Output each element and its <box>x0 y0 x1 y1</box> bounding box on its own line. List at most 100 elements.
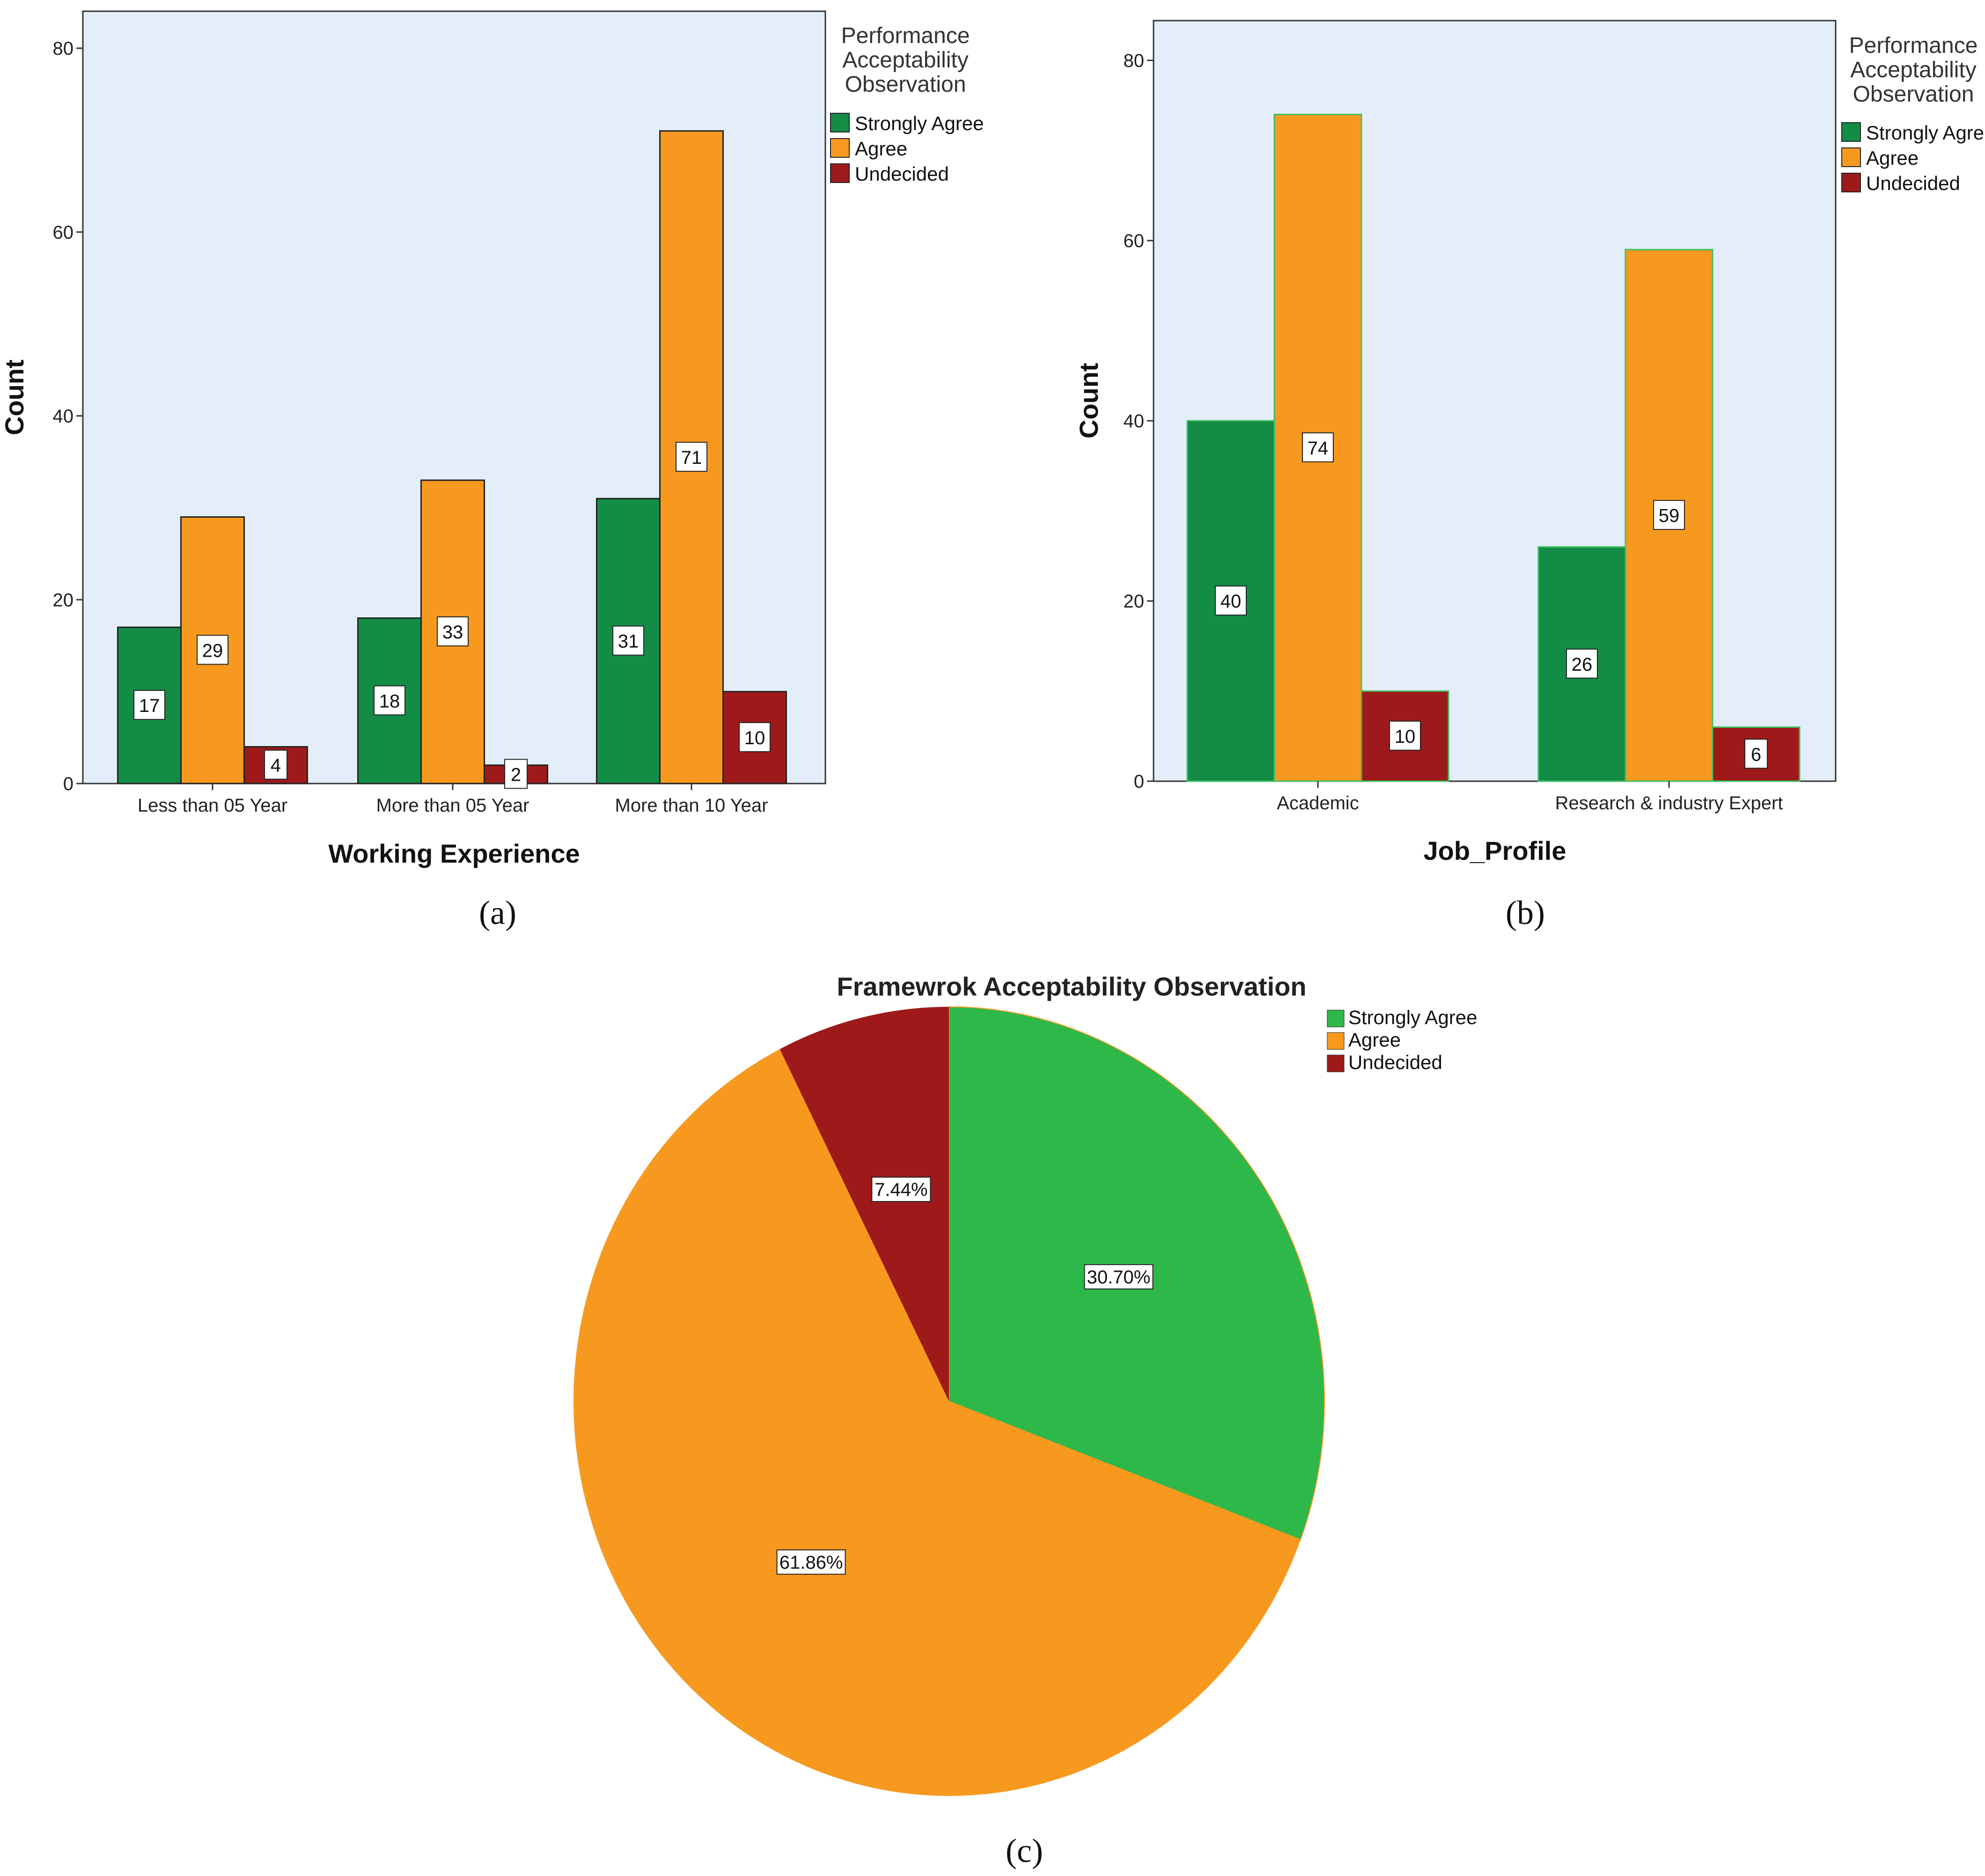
data-label-box <box>133 690 165 720</box>
pie-slices <box>573 1006 1325 1796</box>
y-tick-label: 0 <box>1134 771 1144 792</box>
panel-label: (c) <box>1006 1832 1043 1869</box>
data-label-text: 6 <box>1751 744 1761 765</box>
data-label: 4 <box>264 749 287 780</box>
y-tick-label: 80 <box>53 38 74 59</box>
legend-title-line: Acceptability <box>1850 58 1976 82</box>
legend: Performance Acceptability Observation St… <box>830 23 984 185</box>
data-label: 10 <box>1389 720 1421 751</box>
y-tick-label: 40 <box>1124 411 1145 432</box>
data-label: 26 <box>1566 648 1598 679</box>
pie-slice-agree <box>573 1049 1301 1796</box>
data-label: 71 <box>676 441 707 472</box>
data-label: 17 <box>133 690 165 720</box>
data-label: 59 <box>1653 500 1685 530</box>
legend-label-undecided: Undecided <box>1348 1051 1442 1073</box>
y-axis-title: Count <box>1074 363 1103 439</box>
data-label: 10 <box>739 722 771 752</box>
x-tick-label: Research & industry Expert <box>1555 793 1783 813</box>
data-label-box <box>197 635 228 665</box>
pie-chart-framework-acceptability: Framewrok Acceptability Observation 30.7… <box>573 972 1478 1869</box>
data-label-text: 4 <box>271 755 281 776</box>
data-label: 74 <box>1302 432 1334 462</box>
data-label-text: 71 <box>681 447 702 468</box>
pie-slice-undecided <box>779 1007 949 1401</box>
bar-chart-working-experience: 0 20 40 60 80 17 29 4 18 33 2 31 71 10 Less than 05 … <box>0 10 984 931</box>
legend-swatch-strongly-agree <box>830 113 850 132</box>
chart-title: Framewrok Acceptability Observation <box>837 972 1306 1001</box>
panel-label: (b) <box>1506 894 1545 931</box>
y-axis-ticks: 0 20 40 60 80 <box>53 38 83 794</box>
data-label-text: 31 <box>618 631 639 652</box>
pie-label-text: 30.70% <box>1087 1267 1151 1288</box>
pie-data-labels: 30.70% 61.86% 7.44% <box>776 1176 1154 1575</box>
data-label-text: 2 <box>511 764 521 785</box>
data-label: 31 <box>612 625 644 656</box>
data-label-box <box>739 722 771 752</box>
legend-title-line: Observation <box>1853 82 1974 107</box>
legend-swatch-undecided <box>1841 173 1861 192</box>
data-label-text: 59 <box>1659 506 1680 526</box>
x-axis-title: Job_Profile <box>1424 836 1566 865</box>
y-tick-label: 60 <box>53 222 74 243</box>
x-axis-ticks: Less than 05 Year More than 05 Year More t… <box>138 784 768 816</box>
pie-label: 61.86% <box>776 1549 846 1575</box>
pie-label-box <box>871 1176 931 1202</box>
data-label-text: 18 <box>379 691 400 711</box>
legend-swatch-undecided <box>830 163 850 183</box>
y-tick-label: 80 <box>1124 51 1145 71</box>
legend-title-line: Performance <box>841 23 970 48</box>
y-tick-label: 0 <box>63 774 74 794</box>
data-label: 29 <box>197 635 228 665</box>
data-label-text: 74 <box>1308 438 1329 459</box>
data-label-box <box>1653 500 1685 530</box>
data-label-box <box>1302 432 1334 462</box>
data-label-text: 29 <box>202 640 223 661</box>
x-tick-label: More than 10 Year <box>615 795 768 816</box>
pie-label: 7.44% <box>871 1176 931 1202</box>
data-label-text: 33 <box>442 622 463 643</box>
y-tick-label: 40 <box>53 406 74 427</box>
data-label-box <box>437 616 469 646</box>
bars: 17 29 4 18 33 2 31 71 10 <box>117 130 787 789</box>
y-axis-ticks: 0 20 40 60 80 <box>1124 51 1154 792</box>
legend: Performance Acceptability Observation St… <box>1841 33 1985 194</box>
data-label: 33 <box>437 616 469 646</box>
legend-swatch-agree <box>1841 147 1861 167</box>
x-tick-label: Academic <box>1277 793 1359 813</box>
legend-label-strongly-agree: Strongly Agree <box>855 112 984 134</box>
panel-label: (a) <box>479 894 516 931</box>
data-label-box <box>1566 648 1598 679</box>
x-tick-label: More than 05 Year <box>376 795 529 816</box>
data-label-text: 40 <box>1220 591 1242 612</box>
data-label-box <box>374 685 405 716</box>
data-label-box <box>612 625 644 656</box>
legend-label-agree: Agree <box>1348 1029 1401 1051</box>
legend-label-undecided: Undecided <box>1866 172 1960 194</box>
y-tick-label: 60 <box>1124 231 1145 251</box>
legend-label-undecided: Undecided <box>855 163 949 185</box>
x-tick-label: Less than 05 Year <box>138 795 287 816</box>
data-label-box <box>1389 720 1421 751</box>
data-label: 40 <box>1215 586 1247 616</box>
data-label: 18 <box>374 685 405 716</box>
legend-swatch-strongly-agree <box>1327 1010 1345 1027</box>
x-axis-title: Working Experience <box>328 839 580 868</box>
pie-label-box <box>1084 1264 1154 1290</box>
legend-title-line: Observation <box>845 72 966 97</box>
pie-label: 30.70% <box>1084 1264 1154 1290</box>
legend-swatch-undecided <box>1327 1055 1345 1072</box>
y-axis-title: Count <box>0 359 29 435</box>
data-label-box <box>676 441 707 472</box>
legend-swatch-strongly-agree <box>1841 122 1861 142</box>
pie-label-text: 61.86% <box>779 1552 843 1573</box>
data-label-box <box>1744 739 1768 769</box>
pie-label-box <box>776 1549 846 1575</box>
x-axis-ticks: Academic Research & industry Expert <box>1277 781 1783 813</box>
data-label-text: 26 <box>1572 654 1593 675</box>
bar-chart-job-profile: 0 20 40 60 80 40 74 10 26 59 6 Academic Research &… <box>1074 20 1985 931</box>
bars: 40 74 10 26 59 6 <box>1186 114 1801 782</box>
data-label-box <box>504 759 528 789</box>
